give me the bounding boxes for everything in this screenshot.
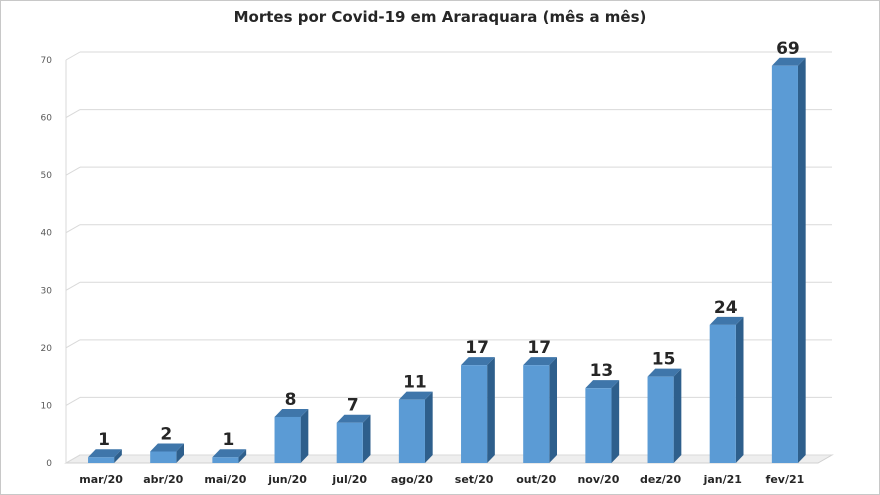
bar-front	[398, 399, 425, 463]
bar-side	[735, 316, 744, 463]
x-tick-label: jul/20	[331, 473, 367, 486]
gridline-depth	[65, 224, 81, 234]
x-tick-label: jan/21	[703, 473, 742, 486]
bar-front	[88, 457, 115, 463]
x-tick-label: abr/20	[143, 473, 183, 486]
bar-front	[523, 365, 550, 463]
bars: 1 2 1 8 7 11 17 17 13 15 24 69	[88, 39, 806, 463]
bar-side	[611, 380, 620, 463]
x-tick-label: nov/20	[577, 473, 619, 486]
bar-top	[585, 380, 620, 389]
data-label: 69	[776, 39, 800, 59]
bar: 2	[150, 424, 185, 463]
bar-front	[585, 388, 612, 463]
bar-front	[647, 376, 674, 463]
bar-top	[88, 449, 122, 458]
bar-top	[771, 57, 806, 66]
bar-side	[424, 391, 433, 463]
gridline-depth	[65, 339, 81, 349]
bar-side	[362, 414, 371, 463]
y-tick-label: 70	[41, 56, 53, 66]
bar-top	[523, 357, 558, 366]
y-tick-label: 40	[41, 229, 53, 239]
bar-top	[150, 443, 185, 452]
y-tick-label: 20	[41, 344, 53, 354]
x-axis: mar/20 abr/20 mai/20 jun/20 jul/20 ago/20 set/…	[79, 473, 804, 486]
bar-top	[398, 391, 433, 400]
x-tick-label: set/20	[455, 473, 494, 486]
x-tick-label: mai/20	[204, 473, 246, 486]
chart-title: Mortes por Covid-19 em Araraquara (mês a…	[233, 8, 647, 26]
bar-front	[150, 451, 177, 463]
gridlines	[64, 51, 834, 464]
bar: 17	[461, 338, 495, 463]
y-tick-label: 0	[46, 459, 52, 469]
x-tick-label: fev/21	[766, 473, 805, 486]
bar-side	[114, 449, 122, 463]
bar: 17	[523, 338, 558, 463]
bar-side	[673, 368, 682, 463]
bar-side	[487, 357, 495, 463]
bar-side	[238, 449, 247, 463]
bar: 8	[274, 390, 309, 463]
gridline-depth	[65, 51, 81, 61]
x-tick-label: dez/20	[640, 473, 681, 486]
data-label: 7	[347, 396, 359, 416]
data-label: 17	[465, 338, 489, 358]
x-tick-label: ago/20	[391, 473, 434, 486]
data-label: 24	[714, 298, 738, 318]
gridline-depth	[65, 109, 81, 119]
bar-top	[274, 408, 309, 417]
x-tick-label: out/20	[516, 473, 556, 486]
bar: 1	[88, 430, 122, 463]
bar: 13	[585, 361, 620, 463]
bar: 69	[771, 39, 806, 463]
y-tick-label: 60	[41, 114, 53, 124]
bar: 24	[709, 298, 744, 463]
data-label: 13	[590, 361, 614, 381]
bar-top	[709, 316, 744, 325]
gridline-depth	[65, 454, 81, 464]
y-tick-label: 50	[41, 171, 53, 181]
bar-front	[274, 416, 301, 463]
data-label: 15	[652, 350, 676, 370]
bar-top	[212, 449, 247, 458]
data-label: 1	[98, 430, 110, 450]
bar-front	[461, 365, 488, 463]
bar-side	[300, 408, 309, 463]
gridline-depth	[65, 396, 81, 406]
bar-front	[212, 457, 239, 463]
gridline-depth	[65, 281, 81, 291]
bar-top	[647, 368, 682, 377]
x-tick-label: jun/20	[267, 473, 307, 486]
data-label: 11	[403, 373, 427, 393]
y-tick-label: 10	[41, 401, 53, 411]
data-label: 1	[222, 430, 234, 450]
bar: 11	[398, 373, 433, 463]
bar-side	[176, 443, 185, 463]
bar-top	[461, 357, 495, 366]
bar: 15	[647, 350, 682, 463]
bar: 1	[212, 430, 247, 463]
data-label: 8	[285, 390, 297, 410]
bar-side	[797, 57, 806, 463]
data-label: 2	[160, 424, 172, 444]
bar-front	[709, 324, 736, 463]
data-label: 17	[527, 338, 551, 358]
y-tick-label: 30	[41, 286, 53, 296]
x-tick-label: mar/20	[79, 473, 123, 486]
gridline-depth	[65, 166, 81, 176]
bar-top	[336, 414, 371, 423]
y-axis: 0 10 20 30 40 50 60 70	[41, 56, 53, 469]
bar: 7	[336, 396, 371, 463]
bar-front	[771, 65, 798, 463]
bar-side	[549, 357, 558, 463]
bar-front	[336, 422, 363, 463]
